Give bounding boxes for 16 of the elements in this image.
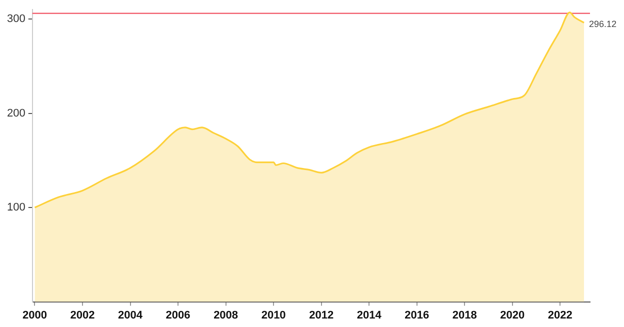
x-tick-label: 2000 [22,309,47,322]
x-tick-label: 2022 [548,309,572,322]
data-label: 296.12 [589,19,617,30]
y-tick-label: 200 [6,107,26,120]
x-tick-label: 2010 [261,309,286,322]
x-tick-label: 2014 [356,309,382,322]
x-tick-label: 2004 [118,309,144,322]
y-tick-label: 300 [6,13,26,26]
y-tick-label: 100 [6,202,26,214]
x-tick-label: 2018 [452,309,477,322]
x-tick-label: 2012 [309,309,334,322]
x-tick-label: 2020 [500,309,525,322]
x-tick-label: 2016 [404,309,430,322]
x-tick-label: 2002 [70,309,95,322]
x-tick-label: 2006 [166,309,190,322]
x-tick-label: 2008 [214,309,238,322]
